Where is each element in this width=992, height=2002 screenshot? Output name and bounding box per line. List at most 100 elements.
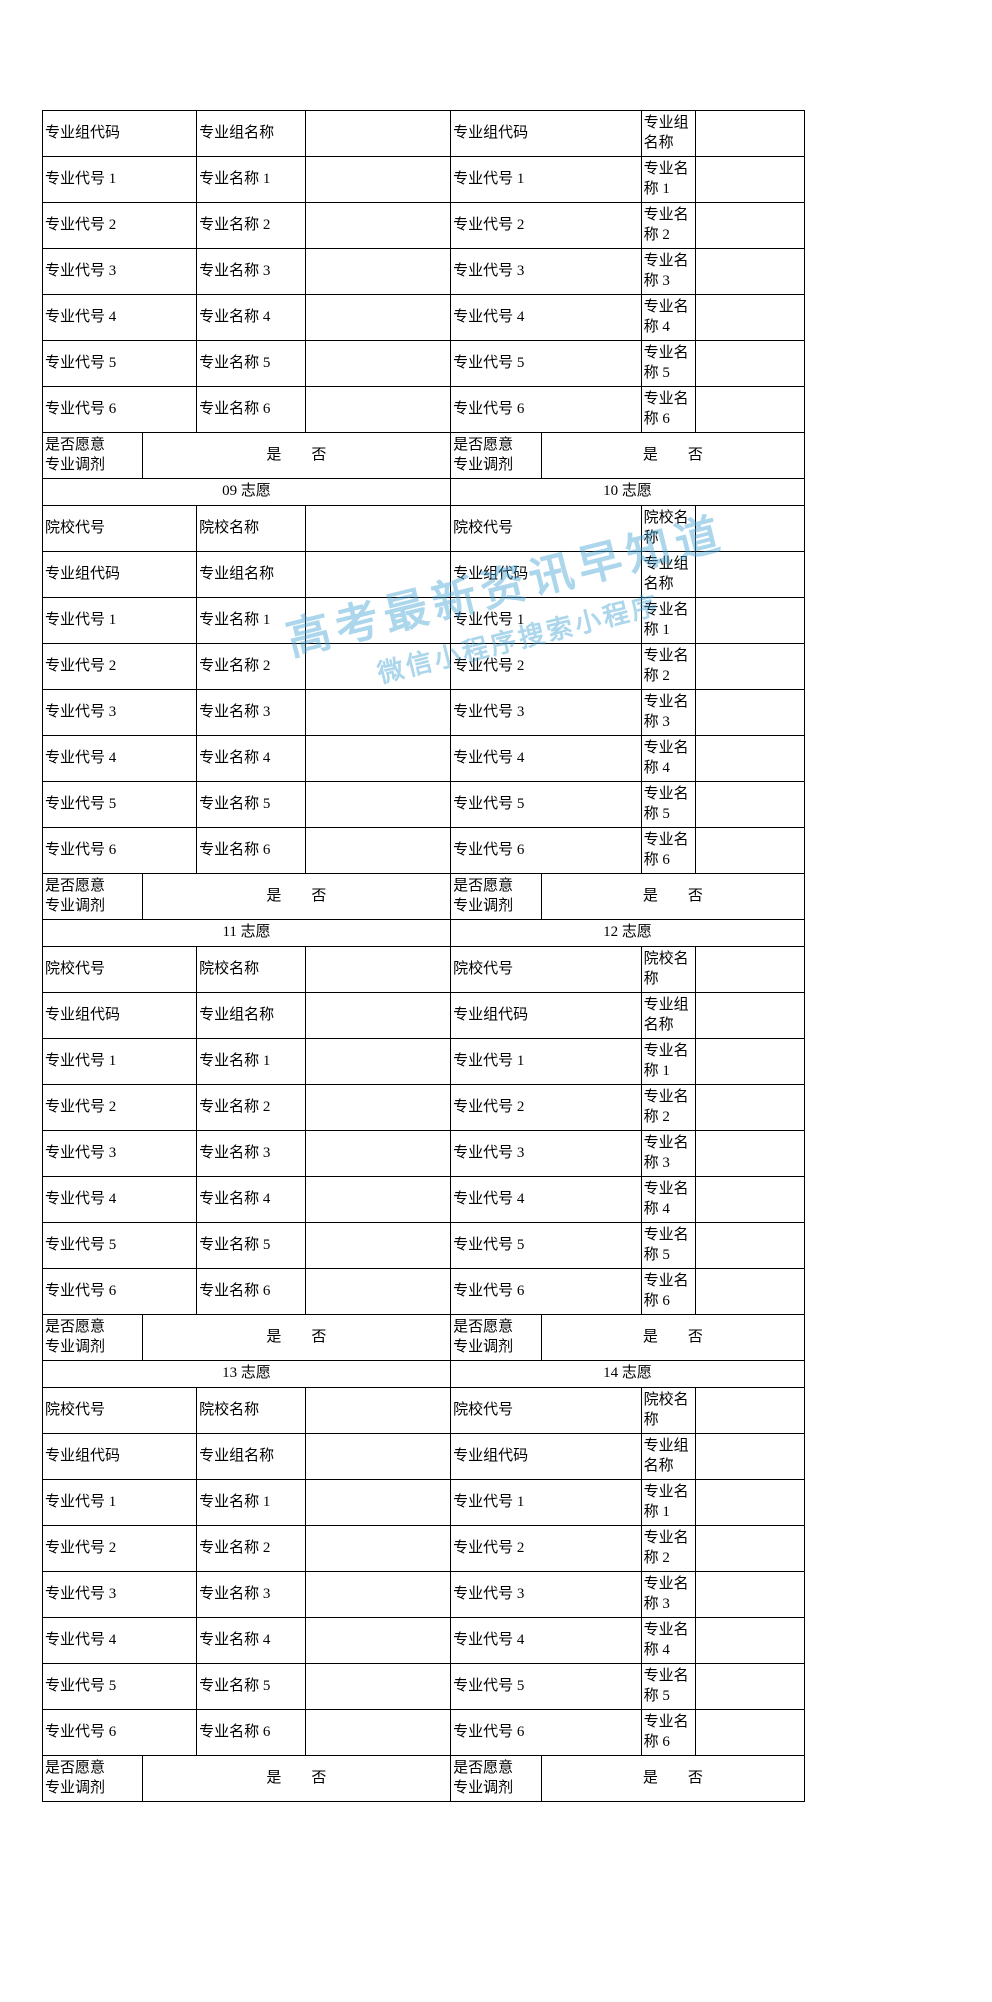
name-value[interactable] bbox=[306, 644, 451, 690]
name-value[interactable] bbox=[306, 1434, 451, 1480]
name-value[interactable] bbox=[696, 1480, 805, 1526]
code-label: 院校代号 bbox=[451, 947, 642, 993]
name-value[interactable] bbox=[696, 387, 805, 433]
name-label: 专业名称 1 bbox=[641, 1480, 695, 1526]
consent-yes-no[interactable]: 是 否 bbox=[142, 433, 450, 479]
name-value[interactable] bbox=[306, 947, 451, 993]
name-value[interactable] bbox=[306, 1223, 451, 1269]
name-label: 专业名称 5 bbox=[641, 1664, 695, 1710]
code-label: 专业代号 5 bbox=[43, 1223, 197, 1269]
name-value[interactable] bbox=[696, 1085, 805, 1131]
table-row: 专业代号 5 专业名称 5 专业代号 5 专业名称 5 bbox=[43, 1223, 950, 1269]
name-value[interactable] bbox=[306, 1177, 451, 1223]
table-row: 专业代号 3 专业名称 3 专业代号 3 专业名称 3 bbox=[43, 249, 950, 295]
name-label: 专业组名称 bbox=[641, 1434, 695, 1480]
name-value[interactable] bbox=[696, 1572, 805, 1618]
name-value[interactable] bbox=[696, 1269, 805, 1315]
name-value[interactable] bbox=[696, 157, 805, 203]
name-value[interactable] bbox=[306, 1388, 451, 1434]
name-value[interactable] bbox=[306, 1131, 451, 1177]
name-value[interactable] bbox=[696, 506, 805, 552]
name-value[interactable] bbox=[696, 1223, 805, 1269]
code-label: 专业组代码 bbox=[43, 111, 197, 157]
code-label: 专业代号 5 bbox=[43, 1664, 197, 1710]
name-value[interactable] bbox=[306, 828, 451, 874]
name-value[interactable] bbox=[306, 1526, 451, 1572]
name-label: 专业名称 1 bbox=[197, 1039, 306, 1085]
name-value[interactable] bbox=[306, 1269, 451, 1315]
code-label: 专业代号 3 bbox=[451, 249, 642, 295]
name-value[interactable] bbox=[306, 341, 451, 387]
name-value[interactable] bbox=[696, 249, 805, 295]
name-value[interactable] bbox=[696, 736, 805, 782]
name-value[interactable] bbox=[306, 1480, 451, 1526]
name-label: 院校名称 bbox=[197, 506, 306, 552]
wish-header-right: 10 志愿 bbox=[451, 479, 805, 506]
name-value[interactable] bbox=[696, 1710, 805, 1756]
name-value[interactable] bbox=[306, 1618, 451, 1664]
name-value[interactable] bbox=[696, 1131, 805, 1177]
name-value[interactable] bbox=[306, 157, 451, 203]
name-value[interactable] bbox=[696, 1177, 805, 1223]
code-label: 专业代号 2 bbox=[451, 1085, 642, 1131]
table-row: 院校代号 院校名称 院校代号 院校名称 bbox=[43, 506, 950, 552]
code-label: 专业代号 4 bbox=[451, 295, 642, 341]
name-value[interactable] bbox=[696, 598, 805, 644]
name-value[interactable] bbox=[306, 690, 451, 736]
wish-header-row: 13 志愿 14 志愿 bbox=[43, 1361, 950, 1388]
code-label: 专业组代码 bbox=[451, 111, 642, 157]
name-value[interactable] bbox=[306, 552, 451, 598]
table-row: 专业代号 3 专业名称 3 专业代号 3 专业名称 3 bbox=[43, 1572, 950, 1618]
name-value[interactable] bbox=[306, 506, 451, 552]
name-value[interactable] bbox=[696, 947, 805, 993]
name-value[interactable] bbox=[306, 1572, 451, 1618]
name-value[interactable] bbox=[696, 552, 805, 598]
name-value[interactable] bbox=[696, 295, 805, 341]
name-value[interactable] bbox=[696, 690, 805, 736]
consent-yes-no[interactable]: 是 否 bbox=[541, 433, 804, 479]
name-value[interactable] bbox=[696, 1388, 805, 1434]
name-label: 专业名称 2 bbox=[641, 1526, 695, 1572]
name-value[interactable] bbox=[696, 782, 805, 828]
name-value[interactable] bbox=[696, 1434, 805, 1480]
name-label: 专业名称 4 bbox=[197, 1177, 306, 1223]
consent-yes-no[interactable]: 是 否 bbox=[142, 874, 450, 920]
name-value[interactable] bbox=[696, 341, 805, 387]
table-row: 专业组代码 专业组名称 专业组代码 专业组名称 bbox=[43, 552, 950, 598]
name-value[interactable] bbox=[696, 828, 805, 874]
name-value[interactable] bbox=[306, 1664, 451, 1710]
consent-yes-no[interactable]: 是 否 bbox=[541, 1315, 804, 1361]
consent-yes-no[interactable]: 是 否 bbox=[142, 1315, 450, 1361]
name-value[interactable] bbox=[306, 736, 451, 782]
name-value[interactable] bbox=[306, 249, 451, 295]
name-value[interactable] bbox=[306, 598, 451, 644]
code-label: 专业代号 1 bbox=[451, 598, 642, 644]
name-value[interactable] bbox=[306, 387, 451, 433]
name-value[interactable] bbox=[306, 1085, 451, 1131]
consent-yes-no[interactable]: 是 否 bbox=[541, 874, 804, 920]
name-value[interactable] bbox=[696, 1664, 805, 1710]
name-value[interactable] bbox=[696, 644, 805, 690]
name-value[interactable] bbox=[696, 1618, 805, 1664]
code-label: 专业代号 4 bbox=[451, 736, 642, 782]
name-label: 专业名称 2 bbox=[197, 1085, 306, 1131]
name-value[interactable] bbox=[696, 1526, 805, 1572]
code-label: 专业代号 6 bbox=[451, 1710, 642, 1756]
name-label: 专业名称 2 bbox=[641, 1085, 695, 1131]
name-value[interactable] bbox=[696, 993, 805, 1039]
consent-yes-no[interactable]: 是 否 bbox=[142, 1756, 450, 1802]
name-value[interactable] bbox=[696, 203, 805, 249]
name-value[interactable] bbox=[306, 295, 451, 341]
consent-yes-no[interactable]: 是 否 bbox=[541, 1756, 804, 1802]
name-value[interactable] bbox=[696, 111, 805, 157]
name-value[interactable] bbox=[306, 782, 451, 828]
name-value[interactable] bbox=[306, 111, 451, 157]
name-label: 专业名称 2 bbox=[197, 203, 306, 249]
name-value[interactable] bbox=[696, 1039, 805, 1085]
name-value[interactable] bbox=[306, 1039, 451, 1085]
code-label: 院校代号 bbox=[451, 506, 642, 552]
name-value[interactable] bbox=[306, 993, 451, 1039]
name-value[interactable] bbox=[306, 1710, 451, 1756]
table-row: 专业代号 2 专业名称 2 专业代号 2 专业名称 2 bbox=[43, 1085, 950, 1131]
name-value[interactable] bbox=[306, 203, 451, 249]
